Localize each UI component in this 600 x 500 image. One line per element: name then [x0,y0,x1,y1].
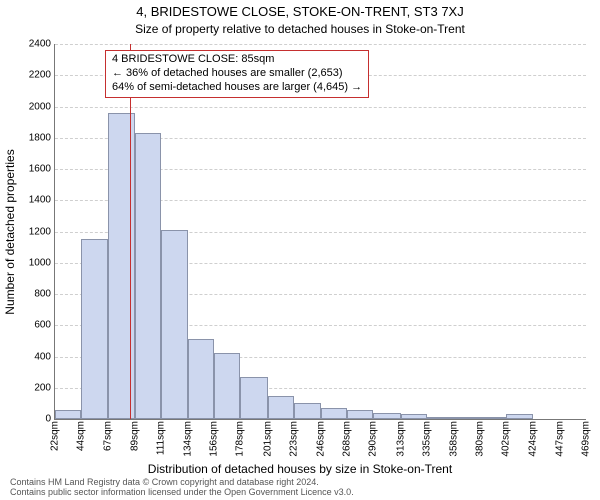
x-tick-label: 335sqm [421,419,432,457]
y-axis-label: Number of detached properties [3,149,17,314]
x-tick-label: 156sqm [209,419,220,457]
histogram-bar [161,230,188,419]
x-tick-label: 290sqm [368,419,379,457]
grid-line [55,107,586,108]
y-tick-label: 1600 [29,164,55,175]
x-tick-label: 246sqm [316,419,327,457]
annotation-line2: ← 36% of detached houses are smaller (2,… [112,67,362,81]
histogram-bar [268,396,294,419]
x-tick-label: 424sqm [527,419,538,457]
y-tick-label: 2200 [29,70,55,81]
x-tick-label: 268sqm [342,419,353,457]
grid-line [55,44,586,45]
annotation-box: 4 BRIDESTOWE CLOSE: 85sqm ← 36% of detac… [105,50,369,98]
y-tick-label: 1400 [29,195,55,206]
y-tick-label: 1200 [29,226,55,237]
x-tick-label: 178sqm [235,419,246,457]
y-tick-label: 1800 [29,132,55,143]
page-subtitle: Size of property relative to detached ho… [0,22,600,36]
footer-attribution: Contains HM Land Registry data © Crown c… [10,478,354,498]
histogram-bar [55,410,81,419]
marker-line [130,44,131,419]
histogram-bar [188,339,214,419]
histogram-bar [214,353,240,419]
x-tick-label: 134sqm [183,419,194,457]
annotation-line3: 64% of semi-detached houses are larger (… [112,81,362,95]
histogram-bar [347,410,373,419]
histogram-bar [294,403,321,419]
y-tick-label: 400 [34,351,55,362]
y-tick-label: 2000 [29,101,55,112]
histogram-bar [321,408,347,419]
x-tick-label: 313sqm [395,419,406,457]
page-title: 4, BRIDESTOWE CLOSE, STOKE-ON-TRENT, ST3… [0,4,600,19]
y-tick-label: 200 [34,382,55,393]
x-tick-label: 111sqm [155,419,166,455]
y-tick-label: 2400 [29,39,55,50]
annotation-line1: 4 BRIDESTOWE CLOSE: 85sqm [112,53,362,67]
footer-line2: Contains public sector information licen… [10,488,354,498]
x-tick-label: 89sqm [129,419,140,451]
x-tick-label: 22sqm [50,419,61,451]
histogram-plot: 0200400600800100012001400160018002000220… [54,44,586,420]
x-tick-label: 358sqm [449,419,460,457]
x-tick-label: 201sqm [262,419,273,457]
x-tick-label: 447sqm [554,419,565,457]
x-tick-label: 67sqm [103,419,114,451]
histogram-bar [240,377,267,419]
y-tick-label: 800 [34,289,55,300]
y-tick-label: 1000 [29,257,55,268]
x-tick-label: 223sqm [288,419,299,457]
x-tick-label: 469sqm [581,419,592,457]
histogram-bar [135,133,161,419]
x-tick-label: 44sqm [76,419,87,451]
y-tick-label: 600 [34,320,55,331]
x-tick-label: 402sqm [501,419,512,457]
histogram-bar [81,239,108,419]
x-tick-label: 380sqm [475,419,486,457]
x-axis-label: Distribution of detached houses by size … [0,462,600,476]
